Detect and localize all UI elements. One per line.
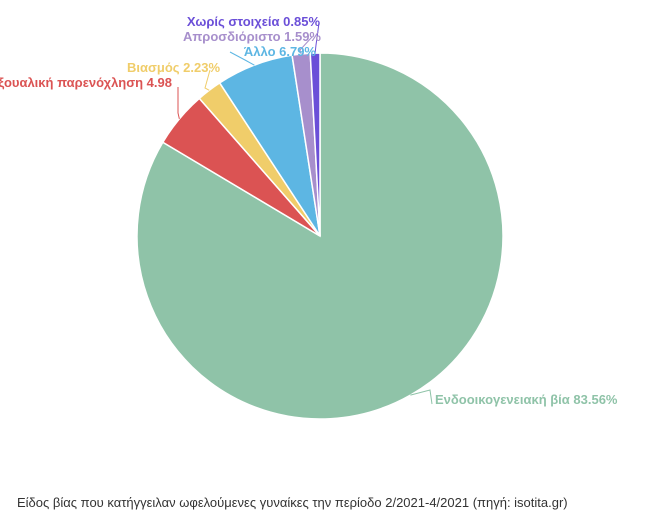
leader-line	[314, 22, 320, 54]
slice-labels: Ενδοοικογενειακή βία 83.56% Σεξουαλική πα…	[0, 14, 618, 407]
pie-chart: Ενδοοικογενειακή βία 83.56% Σεξουαλική πα…	[0, 14, 618, 420]
slice-label: Βιασμός 2.23%	[127, 60, 220, 75]
leader-line	[229, 51, 255, 66]
leader-line	[299, 36, 313, 55]
slice-label: Απροσδιόριστο 1.59%	[183, 29, 321, 44]
leader-line	[177, 87, 180, 120]
leader-lines	[177, 22, 433, 405]
slice-label: Ενδοοικογενειακή βία 83.56%	[435, 392, 618, 407]
slice-label: Άλλο 6.79%	[244, 44, 317, 59]
slice-label: Σεξουαλική παρενόχληση 4.98	[0, 75, 172, 90]
leader-line	[204, 69, 211, 91]
slice-label: Χωρίς στοιχεία 0.85%	[187, 14, 321, 29]
pie-slices	[136, 52, 504, 420]
chart-caption: Είδος βίας που κατήγγειλαν ωφελούμενες γ…	[17, 495, 568, 510]
leader-line	[410, 389, 433, 405]
